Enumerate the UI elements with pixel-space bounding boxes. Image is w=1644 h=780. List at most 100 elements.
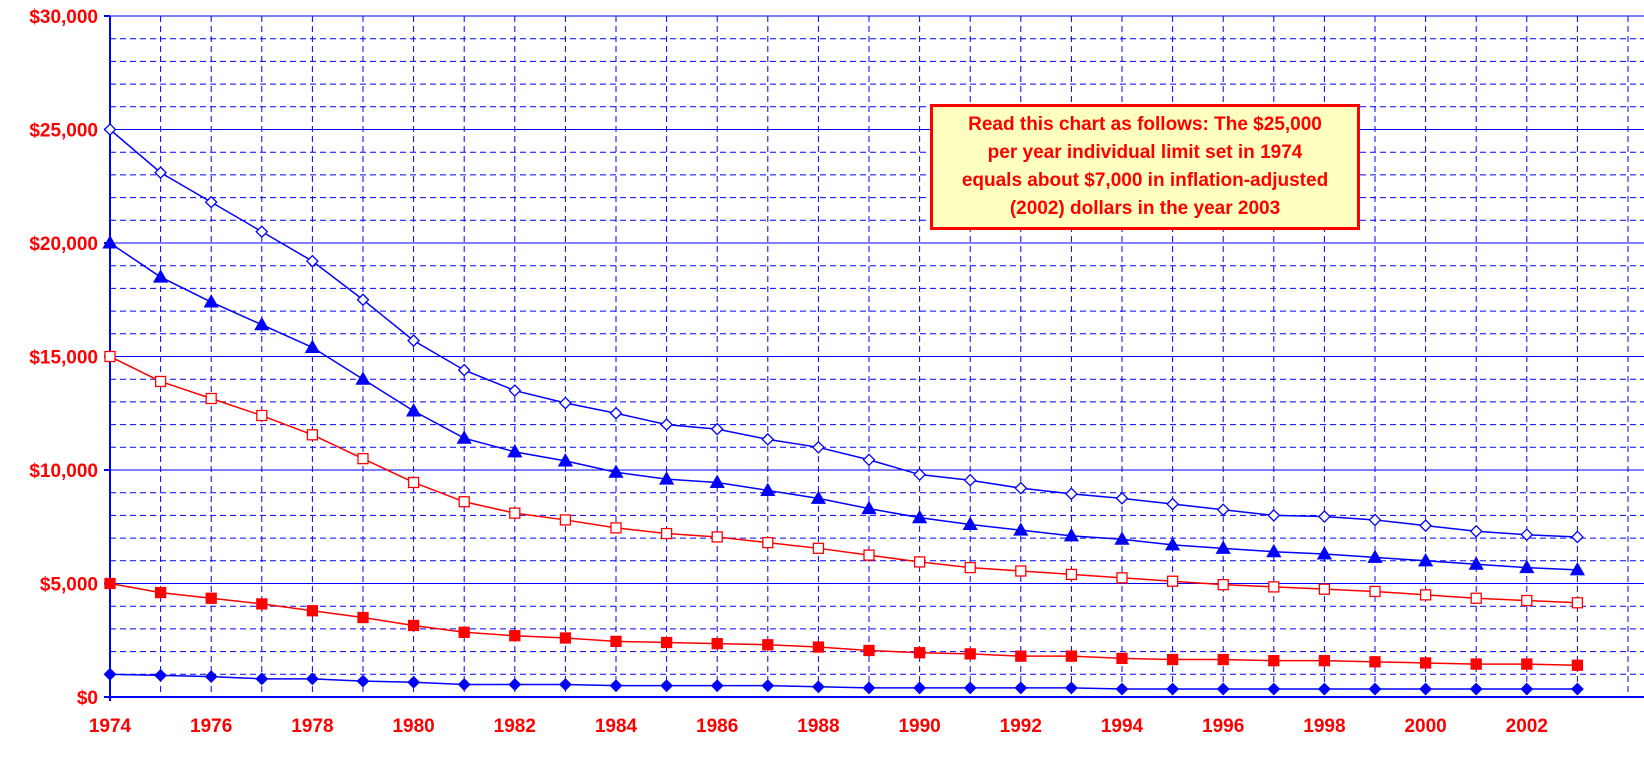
data-point [1367,549,1383,563]
y-tick-label: $10,000 [29,461,98,482]
data-point [458,626,470,638]
data-point [1470,658,1482,670]
data-point [305,254,319,268]
x-tick-label: 1984 [595,716,638,737]
axes [104,15,1644,701]
data-point [1419,589,1432,601]
data-point [660,418,674,432]
data-point [152,269,169,283]
data-point [964,561,976,574]
data-point [1520,528,1534,542]
data-point [357,452,369,465]
data-point [1013,522,1029,536]
data-point [1318,655,1331,667]
data-point [1570,530,1584,544]
data-point [507,444,523,458]
y-tick-label: $30,000 [29,7,98,28]
data-point [1215,540,1231,554]
data-point [407,476,420,489]
data-point [356,674,370,688]
data-point [405,403,422,417]
data-point [810,490,827,504]
data-point [1318,583,1331,595]
data-point [407,619,420,632]
data-point [1317,682,1331,696]
data-point [762,639,774,651]
x-tick-label: 1978 [291,716,333,737]
series-line-3 [109,355,1578,604]
x-tick-label: 1998 [1303,716,1345,737]
data-point [1166,575,1179,587]
data-point [104,350,116,363]
y-tick-label: $25,000 [29,121,98,142]
data-point [306,429,319,441]
x-tick-label: 1992 [1000,716,1042,737]
data-point [407,675,421,689]
series-line-1 [109,128,1578,538]
data-point [255,672,269,686]
x-tick-label: 1976 [190,716,232,737]
data-point [255,225,269,239]
data-point [508,384,522,397]
data-point [811,440,825,454]
data-point [1520,682,1534,696]
data-point [863,549,875,561]
y-tick-label: $5,000 [40,575,98,596]
data-point [1014,681,1028,695]
data-point [1216,682,1230,696]
data-point [913,468,927,481]
data-point [102,235,118,249]
data-point [861,500,877,515]
data-point [1267,682,1281,696]
series-line-4 [109,582,1578,666]
data-point [1166,653,1179,666]
data-point [205,592,217,604]
data-point [608,464,624,478]
data-point [710,422,724,436]
data-point [1368,682,1382,696]
series-line-5 [109,673,1578,690]
data-point [812,542,825,554]
data-point [761,432,775,446]
data-point [457,678,471,691]
data-point [356,293,370,307]
data-point [1216,503,1230,517]
data-point [1114,531,1130,545]
y-tick-label: $15,000 [29,348,98,369]
data-point [204,195,218,209]
data-point [962,516,978,531]
x-tick-label: 1986 [696,716,738,737]
data-point [660,679,674,693]
annotation-box: Read this chart as follows: The $25,000 … [930,104,1360,230]
data-point [1419,682,1433,696]
data-point [913,647,926,659]
data-point [1369,585,1381,598]
x-tick-label: 1990 [898,716,940,737]
data-point [154,375,167,388]
gridlines [110,15,1644,697]
data-point [204,670,218,683]
data-point [1065,650,1078,662]
data-point [305,672,319,686]
x-tick-label: 2002 [1506,716,1548,737]
data-point [1521,658,1533,670]
data-point [609,679,623,693]
annotation-text: Read this chart as follows: The $25,000 … [961,114,1329,219]
data-point [1115,491,1129,505]
data-point [1166,497,1180,511]
data-point [1571,597,1584,609]
x-tick-label: 1980 [392,716,434,737]
data-point [103,123,117,136]
data-point [558,396,572,410]
data-point [254,316,270,331]
data-point [1316,546,1333,560]
data-point [913,681,927,695]
data-point [863,644,875,657]
data-point [1267,508,1281,522]
data-point [1569,562,1586,576]
data-point [963,473,977,487]
data-point [357,611,369,624]
data-point [761,679,775,693]
data-point [1419,519,1433,533]
